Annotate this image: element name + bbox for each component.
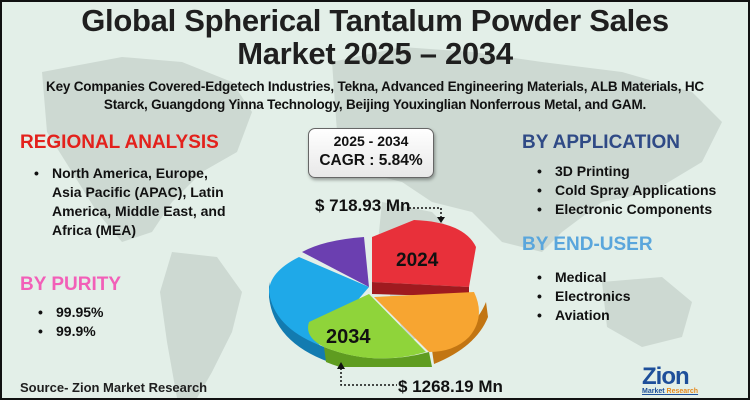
list-item: • 99.9% xyxy=(38,322,103,341)
zion-logo: Zion Market Research xyxy=(642,363,702,398)
bullet-icon: • xyxy=(537,269,542,285)
bullet-icon: • xyxy=(38,323,43,339)
regional-list: • North America, Europe, Asia Pacific (AP… xyxy=(34,164,232,240)
cagr-value: CAGR : 5.84% xyxy=(319,152,423,169)
end-user-list: • Medical • Electronics • Aviation xyxy=(537,268,631,325)
bullet-icon: • xyxy=(34,165,39,181)
title-line-2: Market 2025 – 2034 xyxy=(237,36,513,71)
by-end-user-heading: BY END-USER xyxy=(522,234,653,255)
slice-label-2034: 2034 xyxy=(326,326,371,348)
application-list: • 3D Printing • Cold Spray Applications • E… xyxy=(537,162,717,219)
companies-line-2: Starck, Guangdong Yinna Technology, Beij… xyxy=(103,97,647,112)
list-item: • Cold Spray Applications xyxy=(537,181,717,200)
list-item: • 99.95% xyxy=(38,303,104,322)
value-2034: $ 1268.19 Mn xyxy=(398,377,503,396)
page-title: Global Spherical Tantalum Powder Sales M… xyxy=(2,4,748,70)
bullet-icon: • xyxy=(38,304,43,320)
list-item: • Electronics xyxy=(537,287,631,306)
end-user-item-label: Aviation xyxy=(555,307,610,323)
logo-sub-market: Market xyxy=(642,388,665,395)
title-line-1: Global Spherical Tantalum Powder Sales xyxy=(81,3,669,38)
list-item: • Electronic Components xyxy=(537,200,716,219)
bullet-icon: • xyxy=(537,182,542,198)
logo-wordmark: Zion xyxy=(642,363,690,390)
purity-item-label: 99.95% xyxy=(56,304,104,320)
end-user-item-label: Electronics xyxy=(555,288,631,304)
arrow-up-2034-icon xyxy=(337,362,397,386)
list-item: • Medical xyxy=(537,268,630,287)
application-item-label: Electronic Components xyxy=(555,201,713,217)
logo-subtitle: Market Research xyxy=(642,388,702,396)
application-item-label: Cold Spray Applications xyxy=(555,182,717,198)
bullet-icon: • xyxy=(537,163,542,179)
source-note: Source- Zion Market Research xyxy=(20,380,208,395)
companies-line-1: Key Companies Covered-Edgetech Industrie… xyxy=(46,79,704,94)
cagr-period: 2025 - 2034 xyxy=(333,133,409,149)
key-companies: Key Companies Covered-Edgetech Industrie… xyxy=(2,78,748,114)
bullet-icon: • xyxy=(537,288,542,304)
end-user-item-label: Medical xyxy=(555,269,607,285)
logo-sub-research: Research xyxy=(666,388,699,395)
value-2024: $ 718.93 Mn xyxy=(315,196,411,215)
bullet-icon: • xyxy=(537,307,542,323)
slice-label-2024: 2024 xyxy=(396,250,439,271)
list-item: • North America, Europe, Asia Pacific (AP… xyxy=(34,164,232,240)
pie-chart: 2024 2034 xyxy=(269,220,488,367)
purity-item-label: 99.9% xyxy=(56,323,96,339)
regional-item-label: North America, Europe, Asia Pacific (APA… xyxy=(52,165,226,238)
arrow-down-2024-icon xyxy=(409,207,445,223)
by-application-heading: BY APPLICATION xyxy=(522,132,680,153)
list-item: • 3D Printing xyxy=(537,162,716,181)
by-purity-heading: BY PURITY xyxy=(20,274,122,295)
purity-list: • 99.95% • 99.9% xyxy=(38,303,104,341)
bullet-icon: • xyxy=(537,201,542,217)
cagr-box: 2025 - 2034 CAGR : 5.84% xyxy=(308,128,434,178)
list-item: • Aviation xyxy=(537,306,630,325)
regional-analysis-heading: REGIONAL ANALYSIS xyxy=(20,132,219,153)
application-item-label: 3D Printing xyxy=(555,163,630,179)
